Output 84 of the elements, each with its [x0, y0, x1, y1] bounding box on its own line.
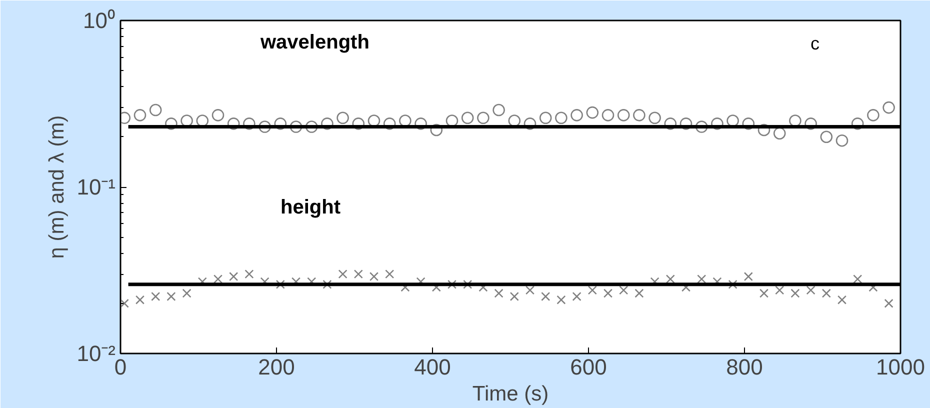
x-tick-label: 200	[258, 354, 295, 380]
point	[666, 274, 675, 284]
point	[603, 288, 613, 298]
point	[804, 118, 817, 130]
point	[711, 118, 724, 130]
point	[414, 118, 427, 130]
annotation: c	[810, 34, 820, 54]
point	[369, 272, 379, 282]
annotation: height	[280, 196, 341, 218]
point	[602, 109, 614, 122]
y-tick-label: 10⁰	[83, 8, 116, 33]
point	[744, 272, 753, 282]
point	[151, 292, 160, 302]
point	[837, 295, 847, 304]
x-axis-title: Time (s)	[472, 382, 549, 406]
point	[822, 288, 831, 298]
point	[525, 286, 535, 295]
x-tick-label: 600	[570, 354, 607, 380]
y-tick-label: 10⁻¹	[76, 174, 116, 200]
annotation: wavelength	[260, 32, 370, 54]
point	[570, 109, 583, 122]
point	[572, 292, 582, 302]
point	[648, 112, 661, 124]
point	[229, 272, 238, 282]
point	[619, 286, 628, 295]
point	[586, 106, 599, 119]
point	[354, 270, 363, 279]
point	[541, 292, 550, 302]
point	[227, 118, 240, 130]
point	[338, 270, 348, 279]
point	[524, 118, 536, 130]
point	[790, 288, 800, 298]
y-axis-title: η (m) and λ (m)	[46, 115, 69, 259]
point	[321, 118, 334, 130]
point	[430, 124, 443, 136]
point	[212, 109, 224, 122]
y-tick-label: 10⁻²	[76, 341, 116, 366]
point	[539, 112, 552, 124]
point	[461, 112, 474, 124]
point	[243, 118, 256, 130]
point	[853, 274, 862, 284]
point	[383, 118, 396, 130]
point	[135, 295, 145, 304]
point	[617, 109, 630, 122]
x-tick-label: 400	[414, 354, 451, 380]
point	[742, 118, 755, 130]
point	[556, 295, 566, 304]
point	[697, 274, 706, 284]
point	[759, 288, 769, 298]
point	[758, 124, 770, 136]
point	[588, 286, 597, 295]
point	[851, 118, 864, 130]
point	[477, 112, 490, 124]
point	[120, 298, 129, 308]
point	[633, 109, 646, 122]
point	[820, 130, 833, 144]
x-tick-label: 0	[114, 354, 127, 380]
point	[664, 118, 677, 130]
point	[494, 288, 504, 298]
point	[773, 127, 786, 140]
point	[806, 286, 816, 295]
point	[213, 274, 223, 284]
point	[244, 270, 254, 279]
point	[385, 270, 394, 279]
x-tick-label: 1000	[876, 354, 925, 380]
point	[836, 134, 848, 147]
point	[555, 112, 568, 124]
point	[166, 292, 176, 302]
point	[352, 118, 365, 130]
x-tick-label: 800	[726, 354, 763, 380]
point	[492, 104, 505, 116]
point	[680, 118, 692, 130]
point	[867, 109, 880, 122]
point	[882, 101, 895, 114]
point	[182, 288, 192, 298]
point	[884, 298, 894, 308]
point	[149, 104, 162, 116]
point	[336, 112, 349, 124]
point	[634, 288, 644, 298]
point	[165, 118, 178, 130]
point	[274, 118, 287, 130]
point	[510, 292, 519, 302]
point	[775, 286, 784, 295]
point	[134, 109, 146, 122]
